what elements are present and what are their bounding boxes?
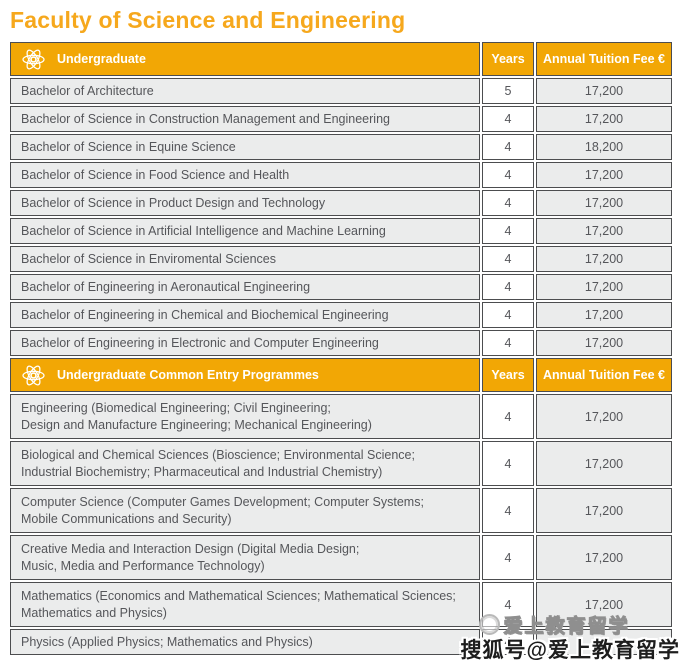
programme-cell: Biological and Chemical Sciences (Biosci… [10, 441, 480, 486]
programme-cell: Bachelor of Engineering in Chemical and … [10, 302, 480, 328]
years-cell: 4 [482, 134, 534, 160]
years-cell: 4 [482, 488, 534, 533]
years-cell: 4 [482, 274, 534, 300]
page-title: Faculty of Science and Engineering [10, 7, 406, 33]
table-row: Bachelor of Science in Construction Mana… [10, 106, 672, 132]
years-cell: 5 [482, 78, 534, 104]
programme-cell: Bachelor of Architecture [10, 78, 480, 104]
years-cell: 4 [482, 246, 534, 272]
programme-cell: Mathematics (Economics and Mathematical … [10, 582, 480, 627]
years-cell: 4 [482, 330, 534, 356]
programme-cell: Bachelor of Science in Artificial Intell… [10, 218, 480, 244]
section-title: Undergraduate [57, 52, 146, 66]
fee-cell: 17,200 [536, 274, 672, 300]
programme-cell: Bachelor of Science in Enviromental Scie… [10, 246, 480, 272]
fee-cell: 17,200 [536, 582, 672, 627]
programme-cell: Bachelor of Science in Equine Science [10, 134, 480, 160]
table-row: Bachelor of Science in Food Science and … [10, 162, 672, 188]
table-row: Bachelor of Science in Artificial Intell… [10, 218, 672, 244]
years-cell: 4 [482, 394, 534, 439]
tuition-table: Undergraduate Years Annual Tuition Fee € Ba… [8, 40, 674, 657]
years-cell: 4 [482, 535, 534, 580]
programme-cell: Physics (Applied Physics; Mathematics an… [10, 629, 480, 655]
programme-cell: Bachelor of Engineering in Electronic an… [10, 330, 480, 356]
table-row: Bachelor of Science in Product Design an… [10, 190, 672, 216]
fee-cell: 17,200 [536, 162, 672, 188]
years-cell: 4 [482, 441, 534, 486]
years-cell: 4 [482, 162, 534, 188]
table-row: Bachelor of Architecture 5 17,200 [10, 78, 672, 104]
programme-cell: Bachelor of Science in Construction Mana… [10, 106, 480, 132]
fee-cell: 17,200 [536, 78, 672, 104]
fee-cell: 17,200 [536, 302, 672, 328]
programme-cell: Bachelor of Science in Food Science and … [10, 162, 480, 188]
fee-cell [536, 629, 672, 655]
atom-icon [20, 362, 47, 389]
years-cell: 4 [482, 582, 534, 627]
section-header-cell: Undergraduate [10, 42, 480, 76]
table-row: Bachelor of Engineering in Chemical and … [10, 302, 672, 328]
fee-cell: 18,200 [536, 134, 672, 160]
years-cell: 4 [482, 106, 534, 132]
years-cell: 4 [482, 629, 534, 655]
fee-cell: 17,200 [536, 106, 672, 132]
fee-cell: 17,200 [536, 218, 672, 244]
fee-cell: 17,200 [536, 190, 672, 216]
fee-cell: 17,200 [536, 246, 672, 272]
fee-cell: 17,200 [536, 394, 672, 439]
atom-icon [20, 46, 47, 73]
table-row: Physics (Applied Physics; Mathematics an… [10, 629, 672, 655]
years-cell: 4 [482, 302, 534, 328]
fee-header-cell: Annual Tuition Fee € [536, 42, 672, 76]
section-header-row: Undergraduate Years Annual Tuition Fee € [10, 42, 672, 76]
table-row: Creative Media and Interaction Design (D… [10, 535, 672, 580]
years-cell: 4 [482, 190, 534, 216]
table-row: Biological and Chemical Sciences (Biosci… [10, 441, 672, 486]
tuition-table-body: Undergraduate Years Annual Tuition Fee € Ba… [10, 42, 672, 655]
table-row: Engineering (Biomedical Engineering; Civ… [10, 394, 672, 439]
fee-cell: 17,200 [536, 488, 672, 533]
years-header-cell: Years [482, 358, 534, 392]
table-row: Computer Science (Computer Games Develop… [10, 488, 672, 533]
fee-header-cell: Annual Tuition Fee € [536, 358, 672, 392]
section-header-cell: Undergraduate Common Entry Programmes [10, 358, 480, 392]
fee-cell: 17,200 [536, 535, 672, 580]
table-row: Bachelor of Engineering in Aeronautical … [10, 274, 672, 300]
table-row: Bachelor of Science in Equine Science 4 18… [10, 134, 672, 160]
section-title: Undergraduate Common Entry Programmes [57, 368, 319, 382]
programme-cell: Bachelor of Science in Product Design an… [10, 190, 480, 216]
programme-cell: Creative Media and Interaction Design (D… [10, 535, 480, 580]
table-row: Bachelor of Engineering in Electronic an… [10, 330, 672, 356]
years-cell: 4 [482, 218, 534, 244]
programme-cell: Engineering (Biomedical Engineering; Civ… [10, 394, 480, 439]
table-row: Mathematics (Economics and Mathematical … [10, 582, 672, 627]
fee-cell: 17,200 [536, 441, 672, 486]
table-row: Bachelor of Science in Enviromental Scie… [10, 246, 672, 272]
programme-cell: Computer Science (Computer Games Develop… [10, 488, 480, 533]
section-header-row: Undergraduate Common Entry Programmes Yea… [10, 358, 672, 392]
years-header-cell: Years [482, 42, 534, 76]
programme-cell: Bachelor of Engineering in Aeronautical … [10, 274, 480, 300]
fee-cell: 17,200 [536, 330, 672, 356]
